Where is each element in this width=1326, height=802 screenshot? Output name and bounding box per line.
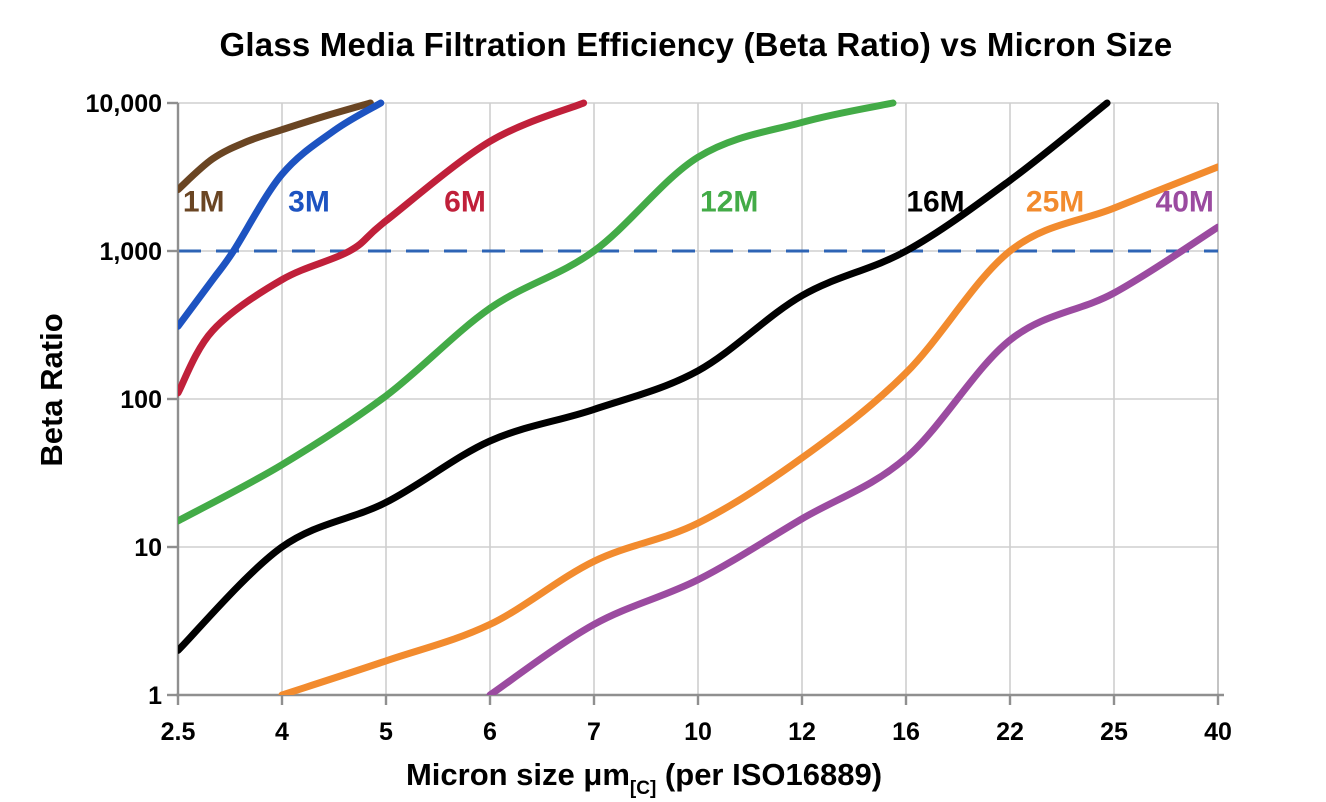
series-line-3M [178, 99, 385, 330]
x-axis-title: Micron size μm[C] (per ISO16889) [405, 757, 883, 799]
x-tick-label: 5 [379, 718, 393, 746]
series-line-6M [178, 99, 588, 397]
series-label-16M: 16M [906, 185, 964, 218]
x-tick-label: 25 [1100, 718, 1128, 746]
x-tick-label: 16 [892, 718, 920, 746]
x-tick-label: 40 [1204, 718, 1232, 746]
series-line-16M [178, 99, 1111, 654]
series-label-12M: 12M [700, 185, 758, 218]
series-curves [178, 99, 1218, 695]
x-axis-title-subscript: [C] [629, 778, 657, 799]
series-label-6M: 6M [444, 185, 486, 218]
series-line-40M [486, 223, 1218, 695]
x-tick-label: 12 [788, 718, 816, 746]
y-axis-title: Beta Ratio [34, 313, 69, 467]
x-tick-label: 10 [684, 718, 712, 746]
x-tick-label: 4 [275, 718, 289, 746]
x-tick-label: 2.5 [161, 718, 196, 746]
x-axis-title-main: Micron size μm [405, 757, 630, 792]
chart-title: Glass Media Filtration Efficiency (Beta … [219, 26, 1173, 63]
x-tick-label: 6 [483, 718, 497, 746]
series-label-40M: 40M [1156, 185, 1214, 218]
y-tick-label: 100 [120, 386, 162, 414]
axes [167, 101, 1224, 705]
x-tick-label: 7 [587, 718, 601, 746]
series-label-25M: 25M [1026, 185, 1084, 218]
x-tick-label: 22 [996, 718, 1024, 746]
series-line-25M [278, 163, 1218, 695]
series-line-12M [178, 99, 897, 525]
tick-labels: 1 10 100 1,000 10,000 2.5 4 5 6 7 10 12 16 22 25 40 [86, 90, 1232, 746]
series-label-1M: 1M [183, 185, 225, 218]
y-tick-label: 1 [148, 682, 162, 710]
series-label-3M: 3M [288, 185, 330, 218]
y-tick-label: 10,000 [86, 90, 162, 118]
y-tick-label: 1,000 [99, 238, 162, 266]
x-axis-title-suffix: (per ISO16889) [656, 757, 883, 792]
series-labels: 1M 3M 6M 12M 16M 25M 40M [183, 185, 1214, 218]
series-line-1M [178, 99, 374, 194]
y-tick-label: 10 [134, 534, 162, 562]
